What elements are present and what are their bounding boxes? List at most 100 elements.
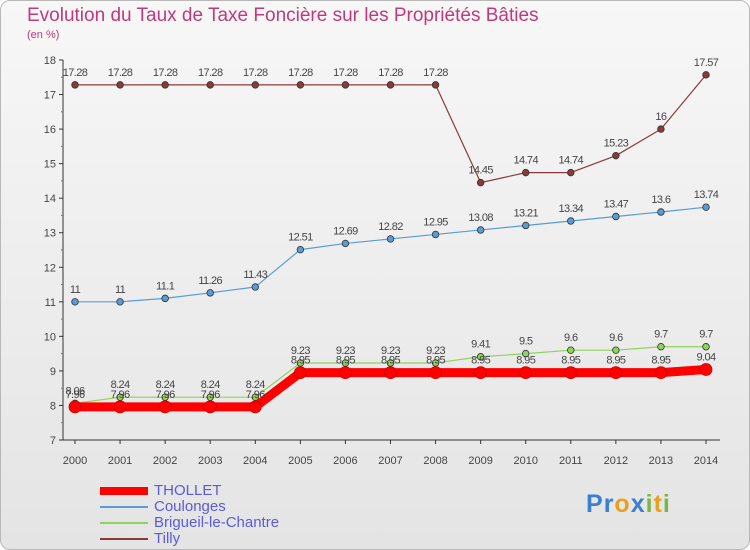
x-tick-label: 2010 — [513, 455, 537, 467]
data-label-thollet: 8.95 — [606, 355, 625, 367]
data-label-tilly: 17.28 — [108, 67, 133, 79]
data-point-brigueil-le-chantre — [612, 346, 620, 354]
data-label-thollet: 8.95 — [516, 355, 535, 367]
data-point-coulonges — [116, 298, 124, 306]
y-tick-label: 13 — [44, 228, 56, 240]
data-label-coulonges: 12.95 — [423, 216, 448, 228]
x-tick-label: 2011 — [559, 455, 583, 467]
data-point-thollet — [339, 366, 352, 380]
data-label-thollet: 8.95 — [381, 355, 400, 367]
data-point-tilly — [476, 178, 485, 187]
data-label-tilly: 14.74 — [559, 155, 584, 167]
data-point-thollet — [699, 363, 713, 376]
logo-letter: P — [586, 490, 604, 518]
data-point-tilly — [251, 81, 259, 89]
unit-label: (en %) — [27, 29, 60, 41]
x-tick-label: 2000 — [63, 455, 87, 467]
legend-swatch-coulonges — [100, 506, 148, 508]
data-point-coulonges — [206, 289, 214, 297]
logo-letter: x — [630, 490, 646, 518]
legend: THOLLET Coulonges Brigueil-le-Chantre Tilly — [100, 483, 279, 547]
logo-letter: i — [662, 490, 671, 518]
data-label-thollet: 7.96 — [65, 389, 84, 401]
data-label-coulonges: 12.51 — [288, 232, 313, 244]
data-label-brigueil-le-chantre: 9.7 — [699, 329, 713, 341]
data-point-thollet — [654, 366, 668, 380]
data-label-tilly: 17.28 — [198, 67, 223, 79]
series-line-tilly — [74, 74, 707, 184]
axes: 7 8 9 10 11 12 13 14 15 16 17 18 2000 2001 2002 2003 200… — [44, 55, 720, 467]
data-label-brigueil-le-chantre: 9.23 — [381, 345, 400, 357]
y-tick-label: 16 — [44, 124, 56, 136]
data-label-brigueil-le-chantre: 9.6 — [564, 332, 578, 344]
data-label-coulonges: 13.08 — [468, 212, 493, 224]
legend-label-tilly: Tilly — [154, 530, 181, 547]
y-tick-label: 7 — [50, 435, 56, 447]
chart-title: Evolution du Taux de Taxe Foncière sur l… — [27, 5, 539, 26]
legend-item-coulonges: Coulonges — [100, 499, 279, 515]
x-tick-label: 2007 — [378, 455, 402, 467]
data-point-coulonges — [476, 226, 485, 234]
y-tick-label: 17 — [44, 90, 56, 102]
x-tick-label: 2001 — [108, 455, 132, 467]
data-point-thollet — [564, 366, 578, 380]
data-label-brigueil-le-chantre: 9.5 — [519, 336, 533, 348]
data-point-thollet — [609, 366, 623, 380]
data-label-coulonges: 11 — [115, 284, 126, 296]
data-label-brigueil-le-chantre: 9.23 — [336, 345, 355, 357]
y-tick-label: 15 — [44, 159, 56, 171]
data-label-tilly: 17.28 — [243, 67, 268, 79]
data-label-coulonges: 13.6 — [651, 194, 670, 206]
data-labels-layer: 17.28 17.28 17.28 17.28 17.28 17.28 17.28 17.28… — [63, 57, 720, 401]
data-point-coulonges — [161, 294, 169, 303]
data-point-tilly — [296, 81, 305, 89]
x-tick-label: 2013 — [649, 455, 673, 467]
data-label-tilly: 16 — [655, 111, 667, 123]
data-label-coulonges: 11.43 — [243, 269, 267, 281]
x-tick-label: 2004 — [243, 455, 267, 467]
data-label-coulonges: 13.47 — [604, 198, 629, 210]
logo-letter: o — [614, 490, 631, 518]
data-point-brigueil-le-chantre — [476, 353, 485, 361]
data-point-thollet — [519, 366, 533, 380]
y-tick-label: 8 — [50, 400, 56, 412]
data-label-thollet: 8.95 — [426, 355, 445, 367]
data-point-coulonges — [657, 208, 665, 216]
data-point-tilly — [341, 81, 350, 89]
data-label-coulonges: 13.34 — [559, 203, 584, 215]
data-point-thollet — [158, 400, 172, 414]
data-label-tilly: 17.28 — [63, 67, 88, 79]
logo-letter: i — [645, 490, 654, 518]
y-tick-label: 11 — [45, 297, 56, 309]
data-point-brigueil-le-chantre — [702, 343, 710, 351]
x-tick-label: 2005 — [288, 455, 312, 467]
data-point-thollet — [384, 366, 397, 380]
data-point-coulonges — [567, 217, 575, 225]
y-tick-label: 14 — [44, 193, 56, 205]
data-label-brigueil-le-chantre: 8.24 — [156, 379, 175, 391]
legend-label-brigueil-le-chantre: Brigueil-le-Chantre — [154, 514, 280, 531]
data-label-thollet: 9.04 — [696, 352, 715, 364]
y-tick-label: 18 — [44, 55, 56, 67]
data-label-thollet: 7.96 — [201, 389, 220, 401]
series-layer — [68, 71, 713, 414]
data-label-brigueil-le-chantre: 8.24 — [111, 379, 130, 391]
data-label-coulonges: 12.69 — [333, 225, 358, 237]
data-label-tilly: 17.28 — [153, 67, 178, 79]
data-point-coulonges — [612, 212, 620, 221]
legend-swatch-tilly — [100, 538, 148, 540]
legend-label-thollet: THOLLET — [154, 482, 222, 499]
data-point-tilly — [386, 81, 395, 89]
y-tick-label: 12 — [44, 262, 56, 274]
data-point-thollet — [248, 400, 262, 414]
proxiti-logo: Proxiti — [586, 490, 671, 519]
data-point-coulonges — [431, 230, 440, 239]
data-label-tilly: 17.28 — [423, 67, 448, 79]
data-point-tilly — [702, 71, 710, 79]
data-label-coulonges: 11 — [70, 284, 81, 296]
data-label-thollet: 8.95 — [471, 355, 490, 367]
legend-swatch-thollet — [100, 487, 148, 495]
y-tick-label: 10 — [44, 331, 56, 343]
data-point-tilly — [657, 125, 665, 133]
